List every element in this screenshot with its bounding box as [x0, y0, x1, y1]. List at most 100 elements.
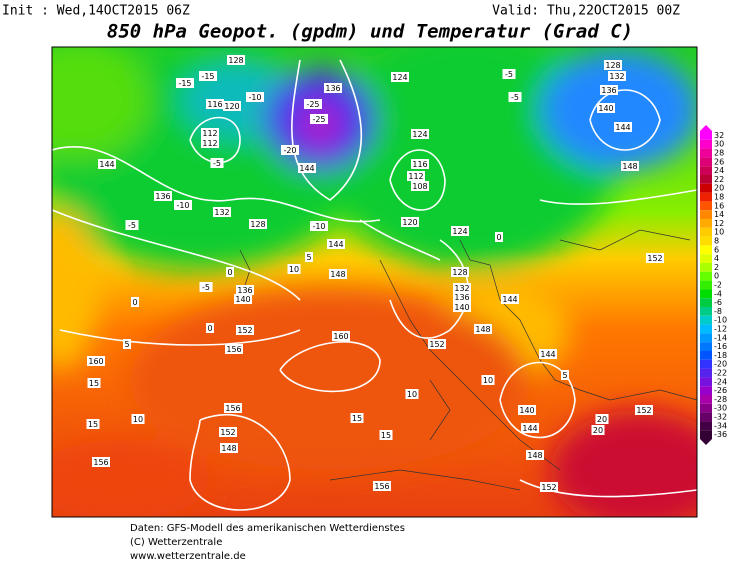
- colorbar-label: 12: [714, 219, 724, 228]
- colorbar-band: [700, 166, 712, 175]
- colorbar-label: 30: [714, 140, 724, 149]
- contour-label-box: [646, 253, 664, 263]
- contour-label: 10: [289, 265, 299, 274]
- colorbar-label: -8: [714, 307, 722, 316]
- colorbar-band: [700, 298, 712, 307]
- contour-label-box: [310, 221, 328, 231]
- colorbar-band: [700, 271, 712, 281]
- colorbar-band: [700, 421, 712, 431]
- contour-label-box: [407, 171, 425, 181]
- contour-label: 108: [412, 182, 427, 191]
- contour-label-box: [539, 349, 557, 359]
- contour-label-box: [521, 423, 539, 433]
- contour-label-box: [604, 60, 622, 70]
- map: 128120116112112-15-15-10-5144136132128-1…: [52, 47, 697, 517]
- contour-label: 10: [483, 376, 493, 385]
- contour-label: 20: [597, 415, 607, 424]
- colorbar-label: -16: [714, 342, 727, 351]
- contour-label: 10: [133, 415, 143, 424]
- contour-label: 148: [221, 444, 236, 453]
- contour-label-box: [213, 207, 231, 217]
- contour-label-box: [453, 283, 471, 293]
- colorbar-band: [700, 359, 712, 369]
- colorbar-label: 14: [714, 210, 724, 219]
- contour-label-box: [310, 114, 328, 124]
- contour-label: 5: [124, 340, 129, 349]
- contour-label-box: [621, 161, 639, 171]
- contour-label: -5: [511, 93, 519, 102]
- contour-label-box: [597, 103, 615, 113]
- contour-label: 152: [237, 326, 252, 335]
- colorbar-label: 6: [714, 245, 719, 254]
- colorbar-band: [700, 333, 712, 343]
- contour-label-box: [206, 323, 214, 333]
- contour-label: 156: [225, 404, 240, 413]
- contour-label: 124: [392, 73, 407, 82]
- colorbar-band: [700, 403, 712, 413]
- contour-label: -5: [505, 70, 513, 79]
- contour-label: 15: [89, 379, 99, 388]
- contour-label: 132: [214, 208, 229, 217]
- colorbar-label: -22: [714, 369, 727, 378]
- colorbar-label: 24: [714, 166, 724, 175]
- contour-label: 112: [202, 139, 217, 148]
- colorbar-band: [700, 210, 712, 219]
- contour-label-box: [281, 145, 299, 155]
- colorbar-band: [700, 219, 712, 228]
- contour-label-box: [595, 414, 609, 424]
- contour-label-box: [227, 55, 245, 65]
- contour-label: 5: [306, 253, 311, 262]
- contour-label-box: [92, 457, 110, 467]
- contour-label: -15: [178, 79, 191, 88]
- colorbar-band: [700, 175, 712, 184]
- contour-label-box: [154, 191, 172, 201]
- contour-label-box: [327, 239, 345, 249]
- contour-label: -10: [248, 93, 261, 102]
- contour-label-box: [379, 430, 393, 440]
- contour-label-box: [206, 99, 224, 109]
- contour-label: -5: [202, 283, 210, 292]
- contour-label-box: [591, 425, 605, 435]
- contour-label-box: [125, 220, 139, 230]
- colorbar-label: -10: [714, 316, 727, 325]
- contour-label: -10: [176, 201, 189, 210]
- colorbar-label: 18: [714, 193, 724, 202]
- colorbar-band: [700, 245, 712, 255]
- colorbar-label: 16: [714, 201, 724, 210]
- contour-label-box: [561, 370, 569, 380]
- colorbar-label: 4: [714, 254, 719, 263]
- contour-label: -15: [201, 72, 214, 81]
- colorbar-label: 8: [714, 237, 719, 246]
- contour-label: 116: [412, 160, 427, 169]
- colorbar-band: [700, 157, 712, 167]
- colorbar-label: -14: [714, 333, 727, 342]
- colorbar-band: [700, 430, 712, 439]
- colorbar-band: [700, 324, 712, 334]
- valid-time: Valid: Thu,22OCT2015 00Z: [492, 4, 680, 19]
- contour-label: -20: [283, 146, 296, 155]
- contour-label: 120: [402, 218, 417, 227]
- contour-label-box: [249, 219, 267, 229]
- contour-label: 120: [224, 102, 239, 111]
- contour-label-box: [411, 159, 429, 169]
- contour-label-box: [474, 324, 492, 334]
- contour-label: -5: [128, 221, 136, 230]
- colorbar-band: [700, 192, 712, 202]
- contour-label-box: [324, 83, 342, 93]
- contour-label: 136: [325, 84, 340, 93]
- colorbar-band: [700, 315, 712, 325]
- contour-label: 144: [615, 123, 630, 132]
- contour-label-box: [234, 294, 252, 304]
- contour-label: 124: [452, 227, 467, 236]
- contour-label-box: [201, 138, 219, 148]
- contour-label-box: [298, 163, 316, 173]
- contour-label-box: [453, 292, 471, 302]
- colorbar-label: 32: [714, 131, 724, 140]
- contour-label: -5: [213, 159, 221, 168]
- contour-label: 112: [408, 172, 423, 181]
- contour-label-box: [123, 339, 131, 349]
- contour-label-box: [174, 200, 192, 210]
- contour-label: 128: [250, 220, 265, 229]
- contour-label-box: [635, 405, 653, 415]
